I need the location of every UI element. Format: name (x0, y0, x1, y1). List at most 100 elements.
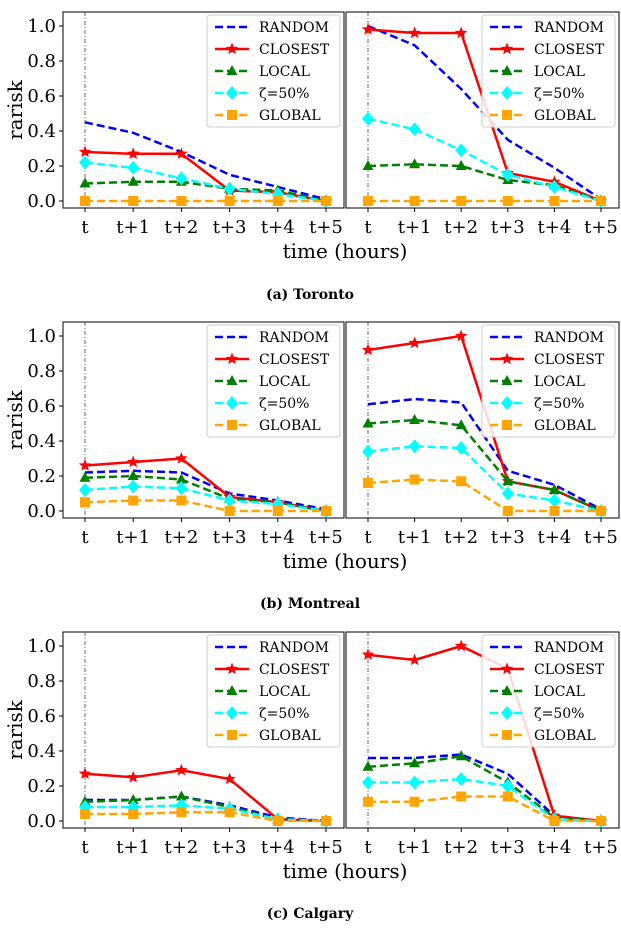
y-tick-label: 0.4 (27, 431, 56, 452)
legend-label: ζ=50% (534, 396, 584, 412)
series-GLOBAL-line (80, 196, 331, 206)
y-tick-label: 1.0 (27, 326, 56, 347)
x-tick-label: t+5 (309, 217, 343, 238)
legend-label: CLOSEST (534, 352, 605, 368)
data-point (596, 196, 606, 206)
legend-box (206, 14, 341, 128)
panel-2: t t+1 t+2 t+3 t+4 t+5 RANDOM CLOSEST LOCAL ζ=50% G… (345, 631, 620, 858)
legend-label: RANDOM (534, 640, 604, 656)
x-tick-label: t+1 (116, 837, 150, 858)
series-CLOSEST-line (78, 145, 333, 207)
data-point (127, 770, 140, 783)
plot-frame (62, 321, 345, 519)
data-point (409, 196, 420, 206)
legend: RANDOM CLOSEST LOCAL ζ=50% GLOBAL (481, 324, 616, 438)
series-path (368, 777, 602, 823)
data-point (408, 122, 421, 137)
y-tick-label: 0.0 (27, 811, 56, 832)
legend-label: LOCAL (259, 64, 310, 80)
data-point (549, 196, 560, 206)
legend-box (206, 324, 341, 438)
x-tick-label: t+2 (444, 217, 478, 238)
y-axis-label: rarisk (3, 699, 27, 760)
legend-label: CLOSEST (534, 42, 605, 58)
legend-marker (501, 65, 513, 75)
x-tick-label: t+5 (584, 837, 618, 858)
x-tick-label: t+5 (309, 837, 343, 858)
x-tick-label: t+5 (584, 527, 618, 548)
data-point (455, 329, 468, 342)
legend: RANDOM CLOSEST LOCAL ζ=50% GLOBAL (481, 634, 616, 748)
legend-label: ζ=50% (259, 86, 309, 102)
legend: RANDOM CLOSEST LOCAL ζ=50% GLOBAL (206, 634, 341, 748)
data-point (223, 493, 236, 508)
data-point (128, 809, 139, 819)
y-tick-label: 0.2 (27, 466, 56, 487)
data-point (363, 796, 373, 807)
data-point (80, 809, 90, 819)
data-point (224, 506, 235, 516)
series-path (367, 445, 602, 513)
legend-label: GLOBAL (259, 418, 321, 434)
legend-label: ζ=50% (534, 86, 584, 102)
data-point (455, 750, 467, 761)
y-tick-label: 1.0 (27, 16, 56, 37)
data-point (408, 26, 421, 39)
legend: RANDOM CLOSEST LOCAL ζ=50% GLOBAL (206, 324, 341, 438)
series-path (84, 795, 327, 823)
legend-marker (225, 42, 239, 55)
series-path (84, 769, 327, 823)
data-point (455, 639, 468, 652)
series-path (85, 811, 326, 823)
x-tick-label: t+4 (538, 217, 572, 238)
y-tick-label: 0.2 (27, 776, 56, 797)
series-RANDOM-line (84, 121, 327, 201)
legend-marker (501, 685, 513, 695)
legend-marker (501, 86, 513, 100)
data-point (127, 147, 140, 159)
data-point (78, 767, 92, 779)
series-path (84, 474, 327, 513)
x-axis-label: time (hours) (283, 239, 408, 263)
legend-marker (500, 662, 514, 675)
x-tick-label: t (364, 837, 372, 858)
series-path (84, 121, 327, 201)
data-point (548, 484, 560, 494)
x-tick-label: t (364, 527, 372, 548)
legend-label: RANDOM (259, 330, 329, 346)
data-point (409, 158, 421, 169)
legend-label: LOCAL (259, 374, 310, 390)
x-tick-label: t (364, 217, 372, 238)
series-path (84, 499, 326, 513)
data-point (549, 816, 560, 826)
data-point (548, 180, 561, 194)
legend-marker (501, 396, 513, 410)
legend-label: LOCAL (534, 684, 585, 700)
panel-2: t t+1 t+2 t+3 t+4 t+5 RANDOM CLOSEST LOCAL ζ=50% G… (345, 11, 620, 238)
data-point (596, 506, 606, 516)
data-point (272, 816, 283, 826)
figure-caption: (a) Toronto (266, 287, 354, 303)
plot-frame (345, 11, 620, 209)
data-point (362, 775, 374, 790)
panel-2: t t+1 t+2 t+3 t+4 t+5 RANDOM CLOSEST LOCAL ζ=50% G… (345, 321, 620, 548)
x-axis-label: time (hours) (283, 859, 408, 883)
data-point (409, 757, 421, 768)
legend-box (206, 634, 341, 748)
legend-label: CLOSEST (259, 352, 330, 368)
series-path (84, 180, 327, 203)
panel-1: 0.0 0.2 0.4 0.6 0.8 1.0 t t+1 t+2 t+3 t+4 t+5 RANDOM… (27, 11, 345, 238)
series-CLOSEST-line (78, 763, 333, 827)
data-point (501, 167, 514, 182)
panel-1: 0.0 0.2 0.4 0.6 0.8 1.0 t t+1 t+2 t+3 t+4 t+5 RANDOM… (27, 631, 345, 858)
series-path (367, 755, 602, 823)
legend-marker (225, 662, 239, 675)
series-path (84, 150, 327, 203)
x-tick-label: t (81, 527, 89, 548)
x-tick-label: t+3 (491, 217, 525, 238)
data-point (549, 506, 560, 516)
series-GLOBAL-line (363, 791, 606, 826)
legend-label: RANDOM (534, 20, 604, 36)
legend-label: GLOBAL (259, 108, 321, 124)
